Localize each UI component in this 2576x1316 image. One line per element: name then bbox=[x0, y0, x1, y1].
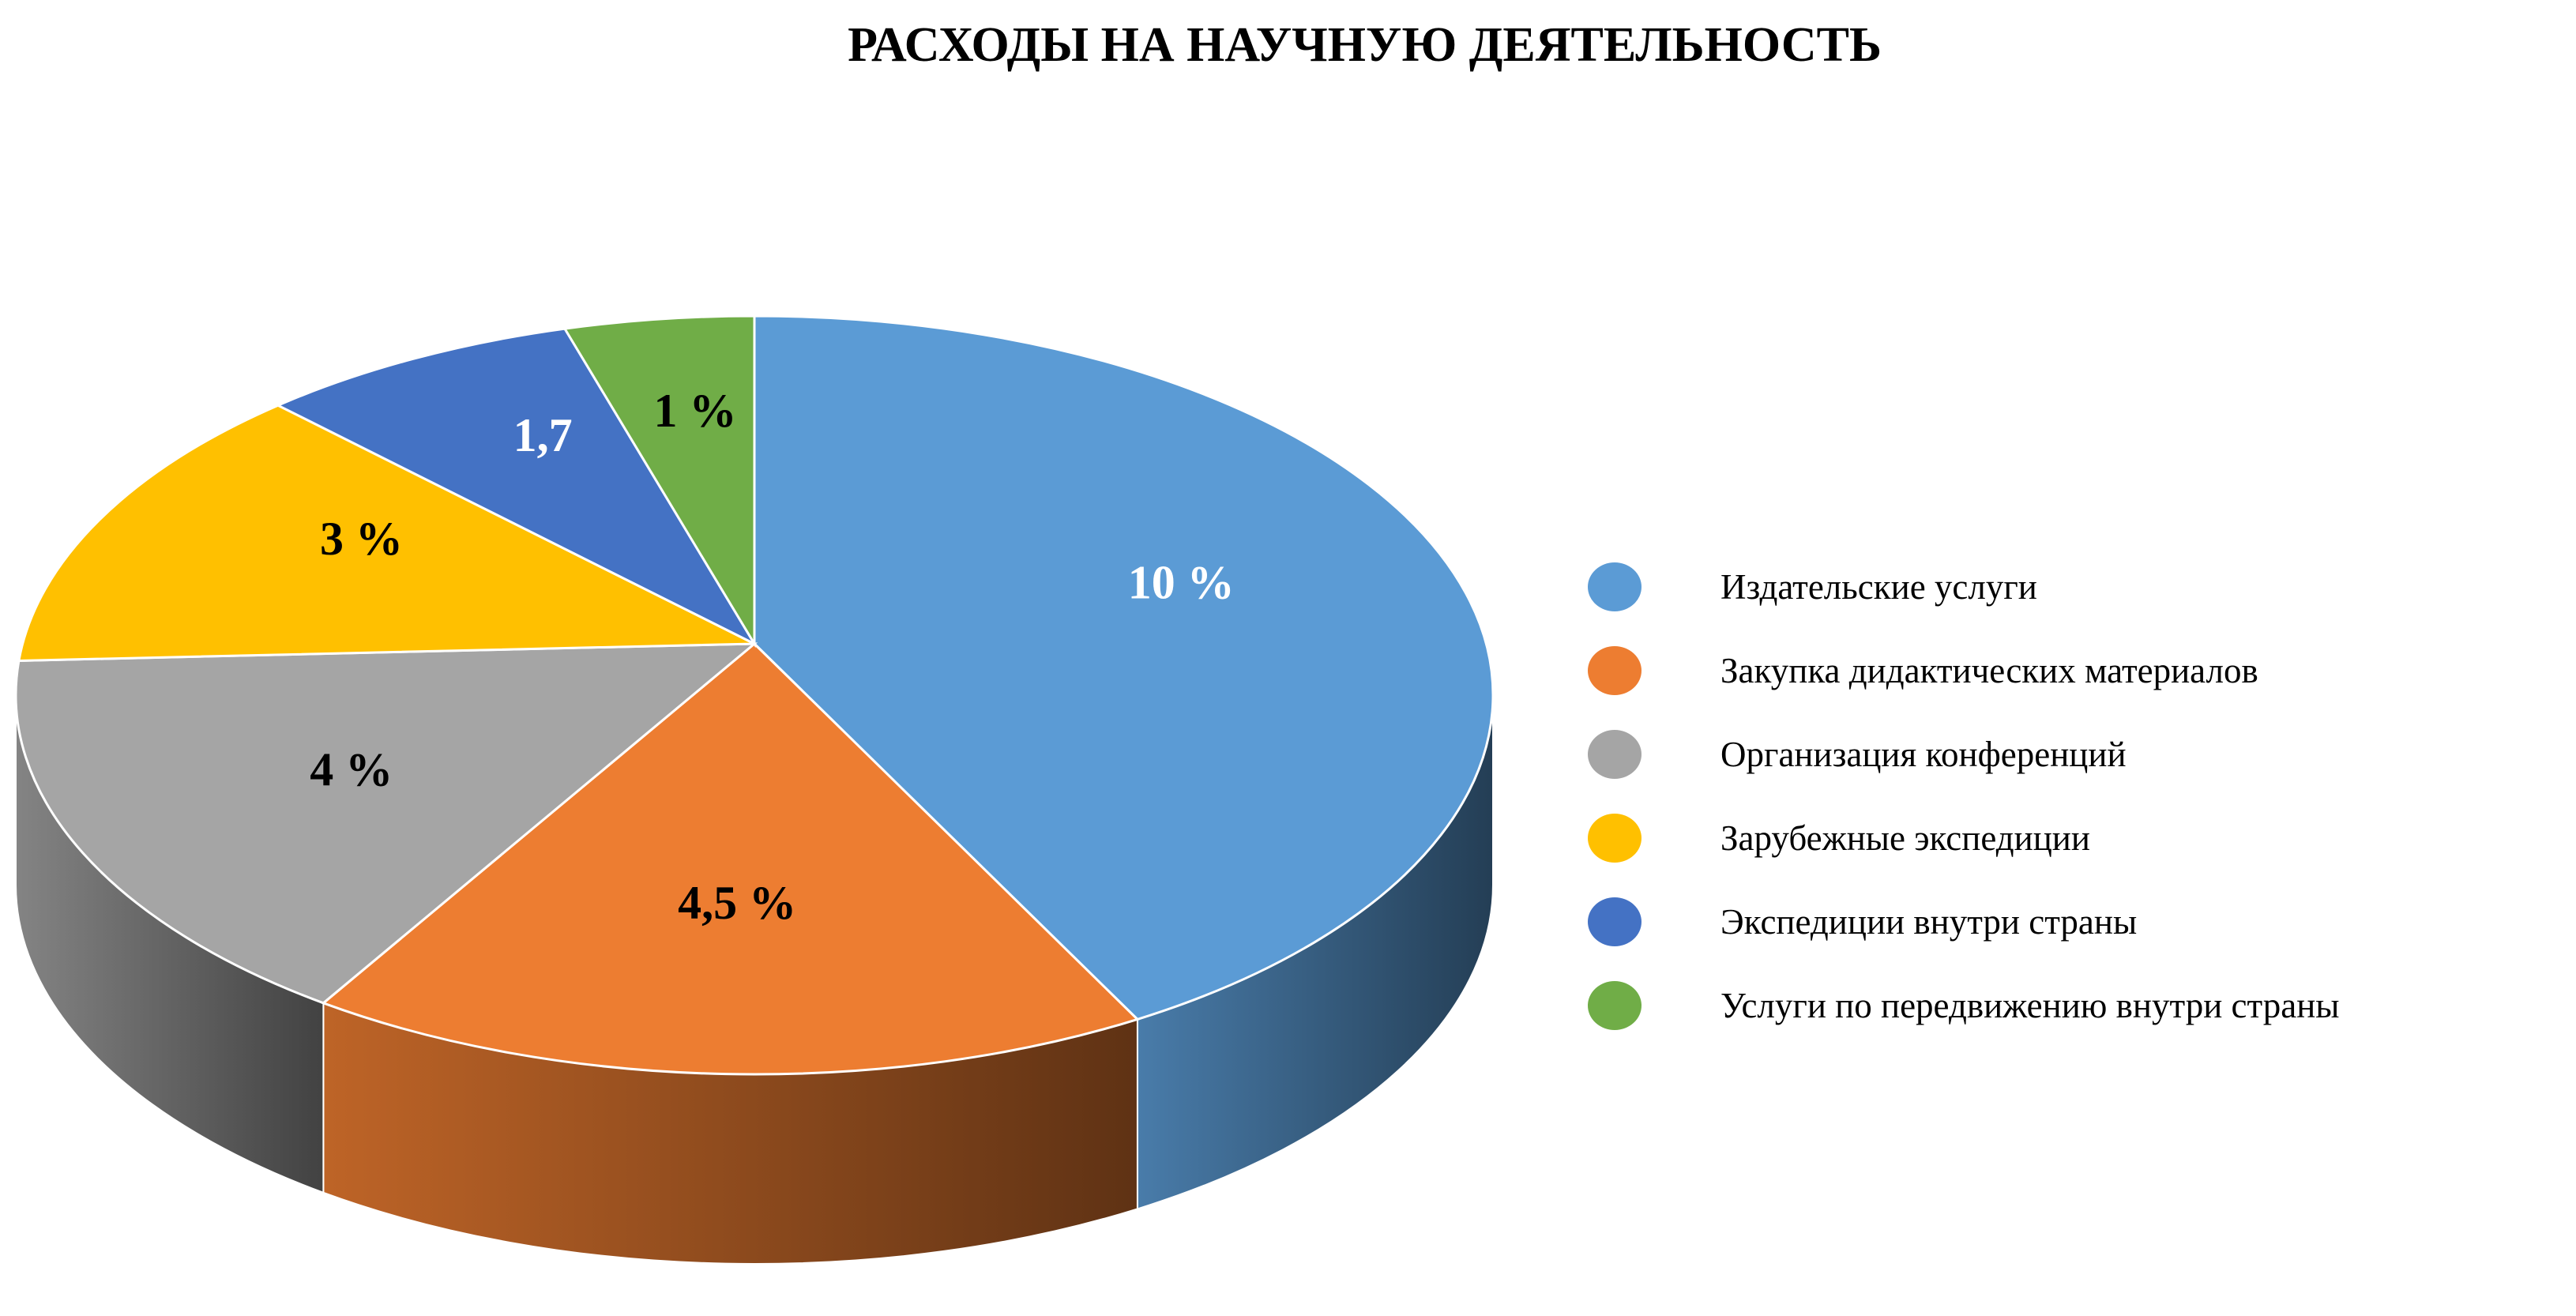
pie-slice-1 bbox=[321, 641, 1140, 1076]
legend-label: Организация конференций bbox=[1720, 735, 2127, 774]
legend-marker-icon bbox=[1588, 730, 1641, 779]
data-label-5: 1 % bbox=[653, 385, 736, 437]
data-label-0: 10 % bbox=[1128, 556, 1235, 608]
pie-slice-3 bbox=[17, 404, 755, 662]
legend-item: Издательские услуги bbox=[1588, 545, 2340, 629]
legend-item: Зарубежные экспедиции bbox=[1588, 796, 2340, 880]
legend-marker-icon bbox=[1588, 562, 1641, 611]
data-label-3: 3 % bbox=[320, 513, 403, 565]
legend-item: Экспедиции внутри страны bbox=[1588, 880, 2340, 964]
legend-marker-icon bbox=[1588, 646, 1641, 695]
legend-item: Закупка дидактических материалов bbox=[1588, 629, 2340, 713]
legend-label: Издательские услуги bbox=[1720, 567, 2037, 607]
legend-label: Зарубежные экспедиции bbox=[1720, 818, 2090, 858]
legend-item: Услуги по передвижению внутри страны bbox=[1588, 964, 2340, 1047]
legend: Издательские услуги Закупка дидактических… bbox=[1588, 545, 2340, 1047]
chart-title: РАСХОДЫ НА НАУЧНУЮ ДЕЯТЕЛЬНОСТЬ bbox=[848, 18, 1882, 72]
legend-label: Услуги по передвижению внутри страны bbox=[1720, 986, 2340, 1025]
data-label-4: 1,7 bbox=[513, 409, 573, 461]
pie-slice-0 bbox=[753, 314, 1495, 1021]
legend-marker-icon bbox=[1588, 897, 1641, 946]
legend-label: Закупка дидактических материалов bbox=[1720, 651, 2258, 690]
pie-slice-4 bbox=[275, 327, 758, 647]
legend-marker-icon bbox=[1588, 981, 1641, 1030]
legend-item: Организация конференций bbox=[1588, 713, 2340, 796]
data-label-1: 4,5 % bbox=[678, 877, 796, 929]
legend-label: Экспедиции внутри страны bbox=[1720, 902, 2138, 942]
legend-marker-icon bbox=[1588, 814, 1641, 863]
pie-slice-5 bbox=[562, 314, 756, 649]
data-label-2: 4 % bbox=[310, 744, 393, 796]
pie-slice-2 bbox=[14, 642, 758, 1005]
